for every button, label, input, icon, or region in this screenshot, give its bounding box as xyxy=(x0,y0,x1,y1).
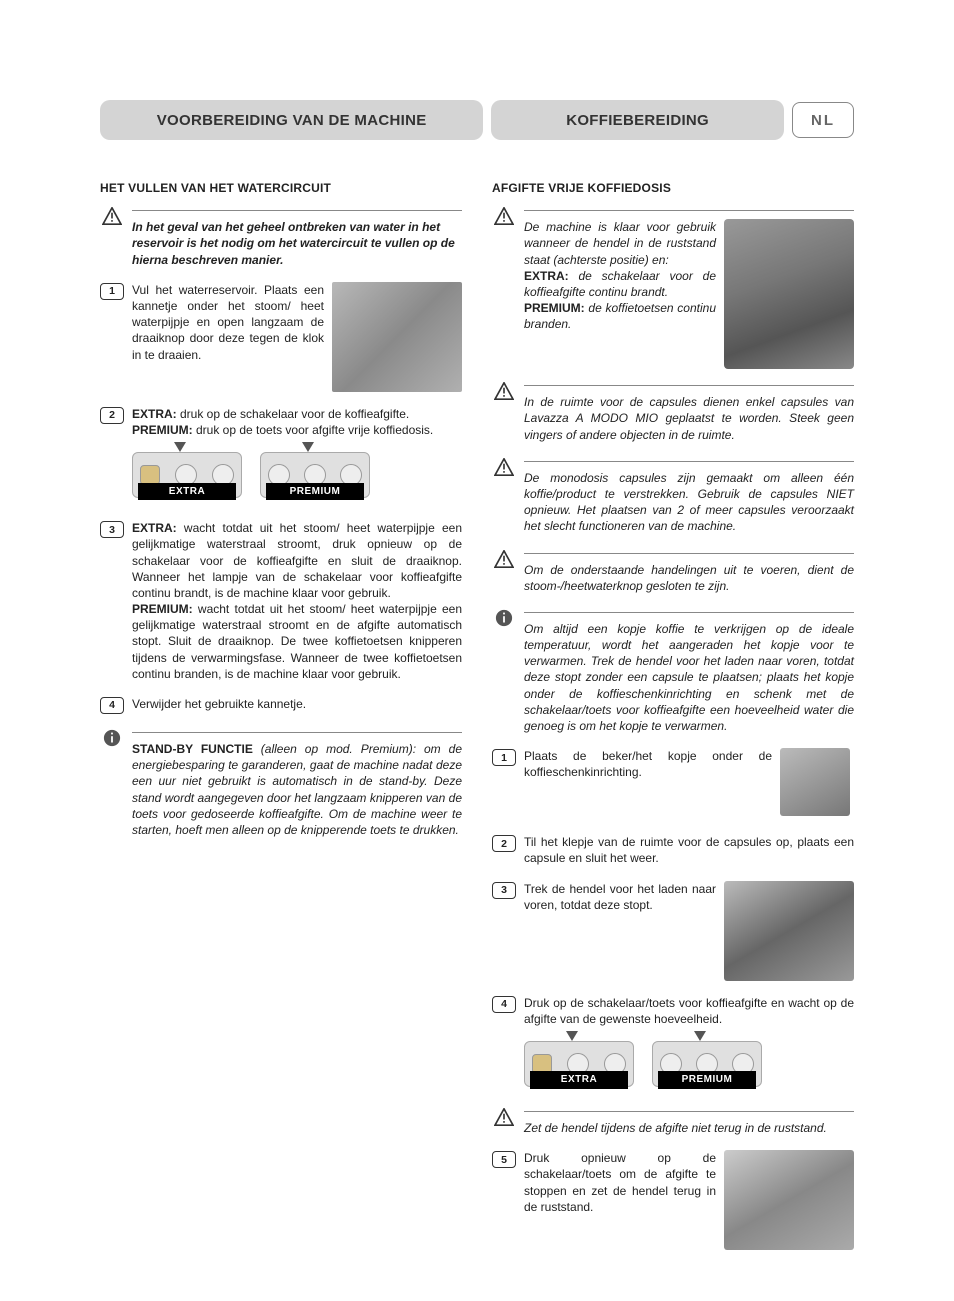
panel-caption: PREMIUM xyxy=(266,483,364,501)
warning-note: Om de onderstaande handelingen uit te vo… xyxy=(492,549,854,594)
step-text: druk op de toets voor afgifte vrije koff… xyxy=(193,423,434,437)
info-note: STAND-BY FUNCTIE (alleen op mod. Premium… xyxy=(100,728,462,838)
warning-note: De monodosis capsules zijn gemaakt om al… xyxy=(492,457,854,535)
warning-icon xyxy=(492,1107,516,1126)
step-text: Verwijder het gebruikte kannetje. xyxy=(132,696,462,712)
panel-premium: PREMIUM xyxy=(260,452,370,498)
warning-text: In de ruimte voor de capsules dienen enk… xyxy=(524,395,854,441)
step-number: 2 xyxy=(100,407,124,424)
info-note: Om altijd een kopje koffie te verkrijgen… xyxy=(492,608,854,734)
image-placeholder-cup xyxy=(780,748,850,816)
step-text: Til het klepje van de ruimte voor de cap… xyxy=(524,834,854,866)
step-row: 4 Verwijder het gebruikte kannetje. xyxy=(100,696,462,714)
panel-extra: EXTRA xyxy=(132,452,242,498)
label-extra: EXTRA: xyxy=(132,407,177,421)
warning-text: De machine is klaar voor gebruik wanneer… xyxy=(524,220,716,266)
arrow-down-icon xyxy=(694,1031,706,1041)
header-row: VOORBEREIDING VAN DE MACHINE KOFFIEBEREI… xyxy=(100,100,854,140)
step-row: 3 Trek de hendel voor het laden naar vor… xyxy=(492,881,854,981)
panel-extra: EXTRA xyxy=(524,1041,634,1087)
panel-premium: PREMIUM xyxy=(652,1041,762,1087)
label-premium: PREMIUM: xyxy=(132,423,193,437)
warning-icon xyxy=(492,457,516,476)
info-icon xyxy=(100,728,124,747)
arrow-down-icon xyxy=(174,442,186,452)
image-placeholder-machine xyxy=(724,219,854,369)
step-text: Druk opnieuw op de schakelaar/toets om d… xyxy=(524,1150,716,1250)
step-row: 1 Plaats de beker/het kopje onder de kof… xyxy=(492,748,854,820)
warning-note: In het geval van het geheel ontbreken va… xyxy=(100,206,462,268)
step-text: Trek de hendel voor het laden naar voren… xyxy=(524,881,716,981)
panel-caption: EXTRA xyxy=(138,483,236,501)
step-number: 2 xyxy=(492,835,516,852)
label-premium: PREMIUM: xyxy=(132,602,193,616)
image-placeholder-lever xyxy=(724,881,854,981)
info-icon xyxy=(492,608,516,627)
warning-note: In de ruimte voor de capsules dienen enk… xyxy=(492,381,854,443)
step-row: 2 Til het klepje van de ruimte voor de c… xyxy=(492,834,854,866)
step-text: wacht totdat uit het stoom/ heet waterpi… xyxy=(132,521,462,600)
warning-icon xyxy=(492,381,516,400)
info-text: (alleen op mod. Premium): om de energieb… xyxy=(132,742,462,837)
warning-text: Zet de hendel tijdens de afgifte niet te… xyxy=(524,1121,827,1135)
warning-icon xyxy=(492,549,516,568)
label-extra: EXTRA: xyxy=(132,521,177,535)
warning-text: In het geval van het geheel ontbreken va… xyxy=(132,220,455,266)
step-row: 1 Vul het waterreservoir. Plaats een kan… xyxy=(100,282,462,392)
arrow-down-icon xyxy=(302,442,314,452)
arrow-down-icon xyxy=(566,1031,578,1041)
step-text: Vul het waterreservoir. Plaats een kanne… xyxy=(132,282,324,392)
left-column: HET VULLEN VAN HET WATERCIRCUIT In het g… xyxy=(100,180,462,1264)
step-number: 1 xyxy=(492,749,516,766)
image-placeholder-lever xyxy=(724,1150,854,1250)
step-text: druk op de schakelaar voor de koffieafgi… xyxy=(177,407,410,421)
control-panels: EXTRA PREMIUM xyxy=(524,1041,854,1087)
right-column: AFGIFTE VRIJE KOFFIEDOSIS De machine is … xyxy=(492,180,854,1264)
step-number: 5 xyxy=(492,1151,516,1168)
warning-text: De monodosis capsules zijn gemaakt om al… xyxy=(524,471,854,534)
section-title-right: AFGIFTE VRIJE KOFFIEDOSIS xyxy=(492,180,854,196)
step-number: 1 xyxy=(100,283,124,300)
step-text: Plaats de beker/het kopje onder de koffi… xyxy=(524,749,772,779)
label-premium: PREMIUM: xyxy=(524,301,585,315)
step-row: 3 EXTRA: wacht totdat uit het stoom/ hee… xyxy=(100,520,462,682)
step-number: 3 xyxy=(492,882,516,899)
section-title-left: HET VULLEN VAN HET WATERCIRCUIT xyxy=(100,180,462,196)
step-row: 2 EXTRA: druk op de schakelaar voor de k… xyxy=(100,406,462,438)
image-placeholder xyxy=(332,282,462,392)
language-badge: NL xyxy=(792,102,854,138)
panel-caption: EXTRA xyxy=(530,1071,628,1089)
warning-icon xyxy=(100,206,124,225)
panel-caption: PREMIUM xyxy=(658,1071,756,1089)
warning-text: Om de onderstaande handelingen uit te vo… xyxy=(524,563,854,593)
step-row: 4 Druk op de schakelaar/toets voor koffi… xyxy=(492,995,854,1027)
warning-note: Zet de hendel tijdens de afgifte niet te… xyxy=(492,1107,854,1136)
warning-icon xyxy=(492,206,516,225)
step-number: 4 xyxy=(492,996,516,1013)
title-bar-left: VOORBEREIDING VAN DE MACHINE xyxy=(100,100,483,140)
step-row: 5 Druk opnieuw op de schakelaar/toets om… xyxy=(492,1150,854,1250)
info-text: Om altijd een kopje koffie te verkrijgen… xyxy=(524,622,854,733)
control-panels: EXTRA PREMIUM xyxy=(132,452,462,498)
step-number: 3 xyxy=(100,521,124,538)
title-bar-right: KOFFIEBEREIDING xyxy=(491,100,784,140)
warning-note: De machine is klaar voor gebruik wanneer… xyxy=(492,206,854,373)
label-extra: EXTRA: xyxy=(524,269,569,283)
step-number: 4 xyxy=(100,697,124,714)
info-label: STAND-BY FUNCTIE xyxy=(132,742,253,756)
step-text: Druk op de schakelaar/toets voor koffiea… xyxy=(524,995,854,1027)
